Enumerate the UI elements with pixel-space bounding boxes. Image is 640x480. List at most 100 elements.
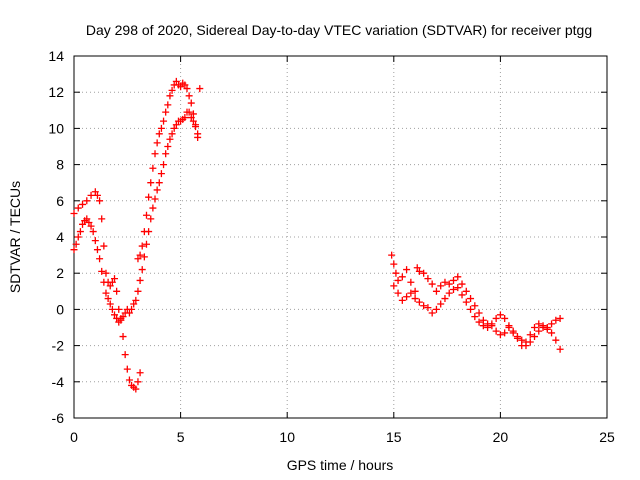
data-point bbox=[123, 365, 131, 373]
data-point bbox=[543, 324, 551, 331]
data-point bbox=[394, 289, 402, 297]
data-point bbox=[98, 215, 106, 223]
data-point bbox=[187, 114, 195, 122]
data-point bbox=[115, 305, 123, 313]
data-point bbox=[181, 114, 189, 122]
data-point bbox=[145, 193, 153, 201]
y-tick-label: 10 bbox=[48, 120, 64, 136]
y-tick-label: 14 bbox=[48, 48, 64, 64]
data-point bbox=[415, 298, 423, 306]
data-point bbox=[437, 300, 445, 308]
data-point bbox=[441, 295, 449, 303]
data-point bbox=[467, 295, 475, 303]
data-point bbox=[501, 329, 509, 337]
y-tick-label: 8 bbox=[56, 157, 64, 173]
data-point bbox=[492, 314, 500, 322]
data-point bbox=[484, 324, 492, 331]
data-point bbox=[121, 351, 129, 359]
data-point bbox=[153, 186, 161, 194]
data-point bbox=[449, 276, 457, 284]
data-point bbox=[390, 282, 398, 290]
y-tick-label: -6 bbox=[52, 410, 65, 426]
series-track-c bbox=[388, 251, 564, 353]
data-point bbox=[420, 269, 428, 277]
data-point bbox=[79, 220, 87, 228]
data-point bbox=[501, 314, 509, 322]
data-point bbox=[445, 280, 453, 288]
data-point bbox=[479, 322, 487, 330]
data-point bbox=[415, 267, 423, 275]
data-point bbox=[134, 287, 142, 295]
data-point bbox=[428, 309, 436, 317]
data-point bbox=[119, 313, 127, 321]
data-point bbox=[509, 329, 517, 337]
data-point bbox=[151, 150, 159, 158]
chart-title: Day 298 of 2020, Sidereal Day-to-day VTE… bbox=[86, 22, 592, 38]
data-point bbox=[162, 150, 170, 158]
data-point bbox=[432, 287, 440, 295]
data-point bbox=[185, 108, 193, 116]
data-point bbox=[407, 289, 415, 297]
data-point bbox=[535, 327, 543, 335]
series-track-d bbox=[390, 282, 564, 350]
data-point bbox=[160, 117, 168, 125]
y-tick-label: 2 bbox=[56, 265, 64, 281]
data-point bbox=[106, 300, 114, 308]
data-point bbox=[128, 305, 136, 313]
data-point bbox=[130, 300, 138, 308]
x-tick-label: 5 bbox=[177, 429, 185, 445]
data-point bbox=[100, 278, 108, 286]
data-point bbox=[155, 179, 163, 187]
data-point bbox=[187, 99, 195, 107]
data-point bbox=[108, 305, 116, 313]
data-point bbox=[539, 322, 547, 330]
data-point bbox=[454, 273, 462, 281]
data-points bbox=[70, 77, 564, 393]
data-point bbox=[398, 296, 406, 304]
data-point bbox=[403, 293, 411, 301]
data-point bbox=[475, 309, 483, 317]
data-point bbox=[74, 204, 82, 212]
data-point bbox=[531, 324, 539, 331]
data-point bbox=[398, 273, 406, 281]
data-point bbox=[153, 139, 161, 147]
data-point bbox=[467, 305, 475, 313]
data-point bbox=[93, 191, 101, 199]
data-point bbox=[181, 81, 189, 89]
data-point bbox=[548, 329, 556, 337]
data-point bbox=[441, 278, 449, 286]
data-point bbox=[420, 302, 428, 310]
data-point bbox=[102, 269, 110, 277]
data-point bbox=[403, 266, 411, 274]
data-point bbox=[98, 267, 106, 275]
data-point bbox=[164, 143, 172, 150]
data-point bbox=[79, 200, 87, 208]
data-point bbox=[172, 77, 180, 85]
y-axis-label: SDTVAR / TECUs bbox=[7, 181, 23, 293]
data-point bbox=[72, 240, 80, 248]
data-point bbox=[70, 246, 78, 254]
axis-ticks bbox=[73, 55, 608, 419]
data-point bbox=[96, 197, 104, 205]
data-point bbox=[556, 345, 564, 353]
data-point bbox=[471, 302, 479, 310]
data-point bbox=[496, 311, 504, 319]
data-point bbox=[138, 266, 146, 274]
data-point bbox=[177, 83, 185, 91]
data-point bbox=[111, 311, 119, 319]
data-point bbox=[172, 121, 180, 129]
data-point bbox=[428, 280, 436, 288]
data-point bbox=[496, 331, 504, 339]
data-point bbox=[70, 209, 78, 217]
data-point bbox=[458, 280, 466, 288]
data-point bbox=[411, 287, 419, 295]
data-point bbox=[85, 219, 93, 227]
data-point bbox=[458, 291, 466, 299]
data-point bbox=[531, 333, 539, 341]
data-point bbox=[119, 333, 127, 341]
data-point bbox=[471, 313, 479, 321]
data-point bbox=[513, 334, 521, 342]
data-point bbox=[168, 86, 176, 94]
series-track-a bbox=[70, 77, 204, 393]
data-point bbox=[392, 269, 400, 277]
